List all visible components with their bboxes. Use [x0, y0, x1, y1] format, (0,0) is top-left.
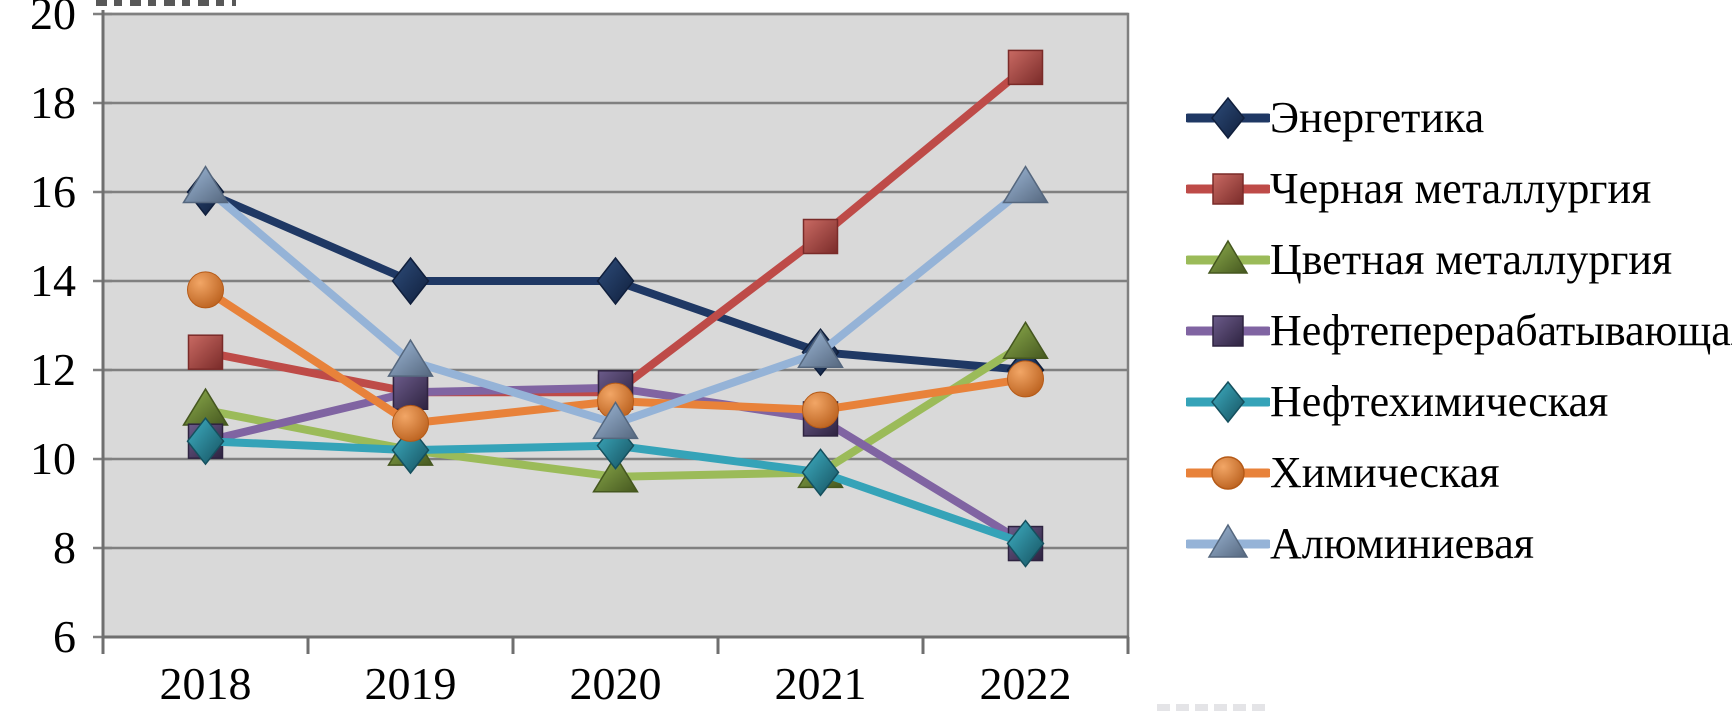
marker-triangle [182, 165, 229, 204]
legend-diamond-marker-icon [1186, 96, 1270, 139]
marker-circle [392, 404, 429, 442]
x-axis-label: 2018 [160, 658, 252, 709]
legend-item-tsvetnaya-metallurgiya: Цветная металлургия [1186, 224, 1732, 295]
legend-item-neftepererabatyvayushchaya: Нефтеперерабатывающая [1186, 295, 1732, 366]
marker-triangle [387, 338, 434, 377]
legend-triangle-marker-icon [1186, 239, 1270, 274]
marker-diamond [186, 416, 225, 466]
y-axis-label: 6 [53, 611, 76, 662]
chart-legend: Энергетика Черная металлургия Цветная мета… [1186, 82, 1732, 579]
marker-diamond [596, 256, 635, 306]
legend-label: Цветная металлургия [1270, 234, 1673, 284]
legend-label: Нефтехимическая [1270, 376, 1609, 426]
legend-triangle-marker-icon [1186, 523, 1270, 558]
plot-area [103, 14, 1128, 637]
legend-label: Энергетика [1270, 92, 1485, 142]
marker-triangle [797, 329, 844, 368]
marker-square [187, 334, 224, 370]
marker-square [392, 374, 429, 410]
y-axis-label: 10 [30, 433, 76, 484]
marker-triangle [592, 454, 639, 493]
x-axis-label: 2019 [365, 658, 457, 709]
x-axis-label: 2020 [570, 658, 662, 709]
x-axis-label: 2022 [980, 658, 1072, 709]
legend-label: Алюминиевая [1270, 518, 1534, 568]
marker-triangle [592, 400, 639, 440]
legend-label: Черная металлургия [1270, 163, 1652, 213]
y-axis-label: 20 [30, 0, 76, 39]
clipped-text-fragment-bottom [1157, 704, 1265, 711]
legend-label: Химическая [1270, 447, 1500, 497]
marker-square [1007, 49, 1044, 86]
legend-item-neftekhimicheskaya: Нефтехимическая [1186, 366, 1732, 437]
clipped-text-fragment-top [96, 0, 236, 6]
marker-triangle [1002, 320, 1049, 360]
marker-square [802, 218, 839, 255]
marker-circle [1007, 360, 1044, 398]
marker-triangle [1002, 165, 1049, 204]
marker-diamond [391, 256, 430, 306]
legend-item-energetika: Энергетика [1186, 82, 1732, 153]
legend-label: Нефтеперерабатывающая [1270, 305, 1732, 355]
y-axis-label: 14 [30, 255, 76, 306]
legend-item-alyuminievaya: Алюминиевая [1186, 508, 1732, 579]
x-axis-label: 2021 [775, 658, 867, 709]
y-axis-label: 8 [53, 522, 76, 573]
marker-diamond [1006, 519, 1045, 568]
y-axis-label: 12 [30, 344, 76, 395]
legend-diamond-marker-icon [1186, 380, 1270, 423]
legend-item-khimicheskaya: Химическая [1186, 437, 1732, 508]
y-axis-label: 18 [30, 77, 76, 128]
marker-circle [187, 271, 224, 309]
legend-square-marker-icon [1186, 314, 1270, 347]
marker-diamond [801, 448, 840, 497]
legend-circle-marker-icon [1186, 455, 1270, 490]
marker-circle [802, 391, 839, 429]
legend-item-chernaya-metallurgiya: Черная металлургия [1186, 153, 1732, 224]
legend-square-marker-icon [1186, 172, 1270, 205]
y-axis-label: 16 [30, 166, 76, 217]
